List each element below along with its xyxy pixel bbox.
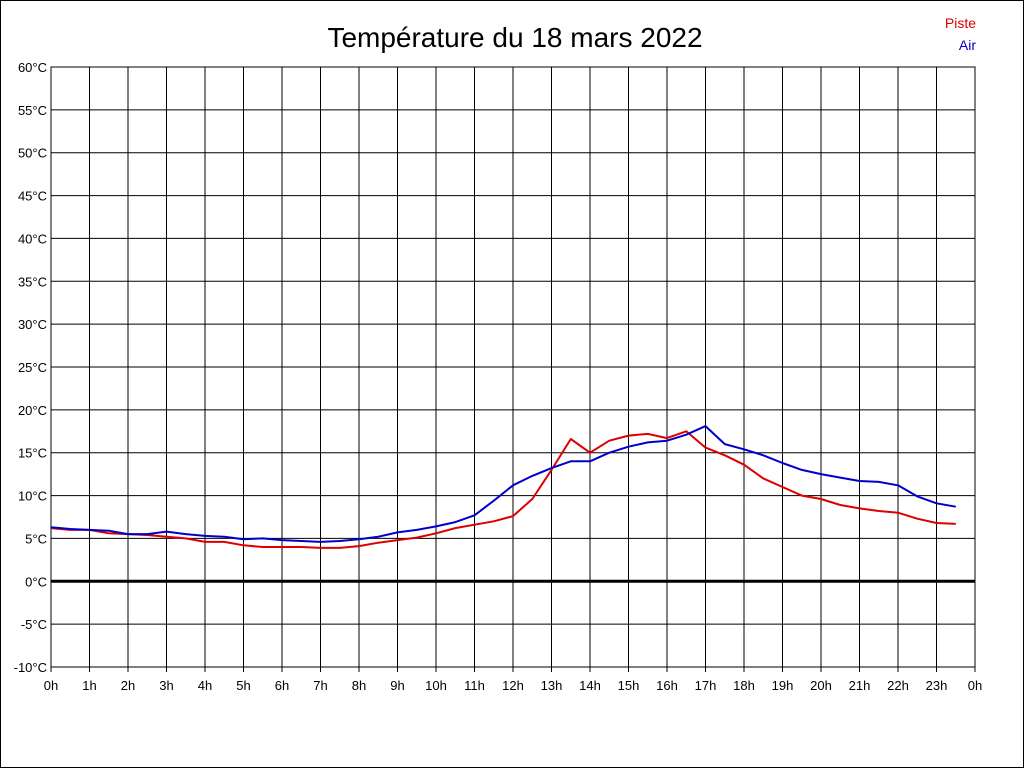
- y-tick-label: 0°C: [25, 574, 47, 589]
- y-tick-label: 30°C: [18, 317, 47, 332]
- tick-labels: 60°C 55°C 50°C 45°C 40°C 35°C 30°C 25°C 20°C 15°C…: [14, 60, 983, 693]
- x-tick-label: 3h: [159, 678, 173, 693]
- x-tick-label: 0h: [44, 678, 58, 693]
- y-tick-label: 45°C: [18, 189, 47, 204]
- chart-title: Température du 18 mars 2022: [327, 22, 702, 53]
- x-tick-label: 15h: [618, 678, 640, 693]
- x-tick-label: 20h: [810, 678, 832, 693]
- y-tick-label: 35°C: [18, 274, 47, 289]
- y-tick-label: 5°C: [25, 531, 47, 546]
- series-line-air: [50, 425, 956, 543]
- x-tick-label: 17h: [695, 678, 717, 693]
- y-tick-label: 50°C: [18, 146, 47, 161]
- x-tick-label: 14h: [579, 678, 601, 693]
- x-tick-label: 22h: [887, 678, 909, 693]
- y-tick-label: -5°C: [21, 617, 47, 632]
- legend-entry-piste: Piste: [945, 15, 976, 31]
- x-tick-label: 1h: [82, 678, 96, 693]
- x-tick-label: 11h: [464, 678, 485, 693]
- y-tick-label: 55°C: [18, 103, 47, 118]
- x-tick-label: 12h: [502, 678, 524, 693]
- x-tick-label: 21h: [849, 678, 871, 693]
- x-tick-label: 2h: [121, 678, 135, 693]
- y-tick-label: 25°C: [18, 360, 47, 375]
- series-lines: [50, 425, 956, 549]
- x-tick-label: 5h: [236, 678, 250, 693]
- y-tick-label: 15°C: [18, 446, 47, 461]
- x-tick-label: 13h: [541, 678, 563, 693]
- x-tick-label: 10h: [425, 678, 447, 693]
- x-tick-label: 9h: [390, 678, 404, 693]
- y-tick-label: 40°C: [18, 231, 47, 246]
- y-tick-label: -10°C: [14, 660, 47, 675]
- legend-entry-air: Air: [959, 37, 976, 53]
- y-tick-label: 20°C: [18, 403, 47, 418]
- y-tick-label: 10°C: [18, 489, 47, 504]
- plot-border: [50, 66, 976, 668]
- x-tick-label: 16h: [656, 678, 678, 693]
- x-tick-label: 7h: [313, 678, 327, 693]
- x-tick-label: 0h: [968, 678, 982, 693]
- x-tick-label: 19h: [772, 678, 794, 693]
- legend: Piste Air: [945, 15, 976, 53]
- grid: [50, 66, 976, 672]
- x-tick-label: 4h: [198, 678, 212, 693]
- x-tick-label: 8h: [352, 678, 366, 693]
- series-line-piste: [50, 430, 956, 549]
- x-tick-label: 23h: [926, 678, 948, 693]
- x-tick-label: 18h: [733, 678, 755, 693]
- x-tick-label: 6h: [275, 678, 289, 693]
- y-tick-label: 60°C: [18, 60, 47, 75]
